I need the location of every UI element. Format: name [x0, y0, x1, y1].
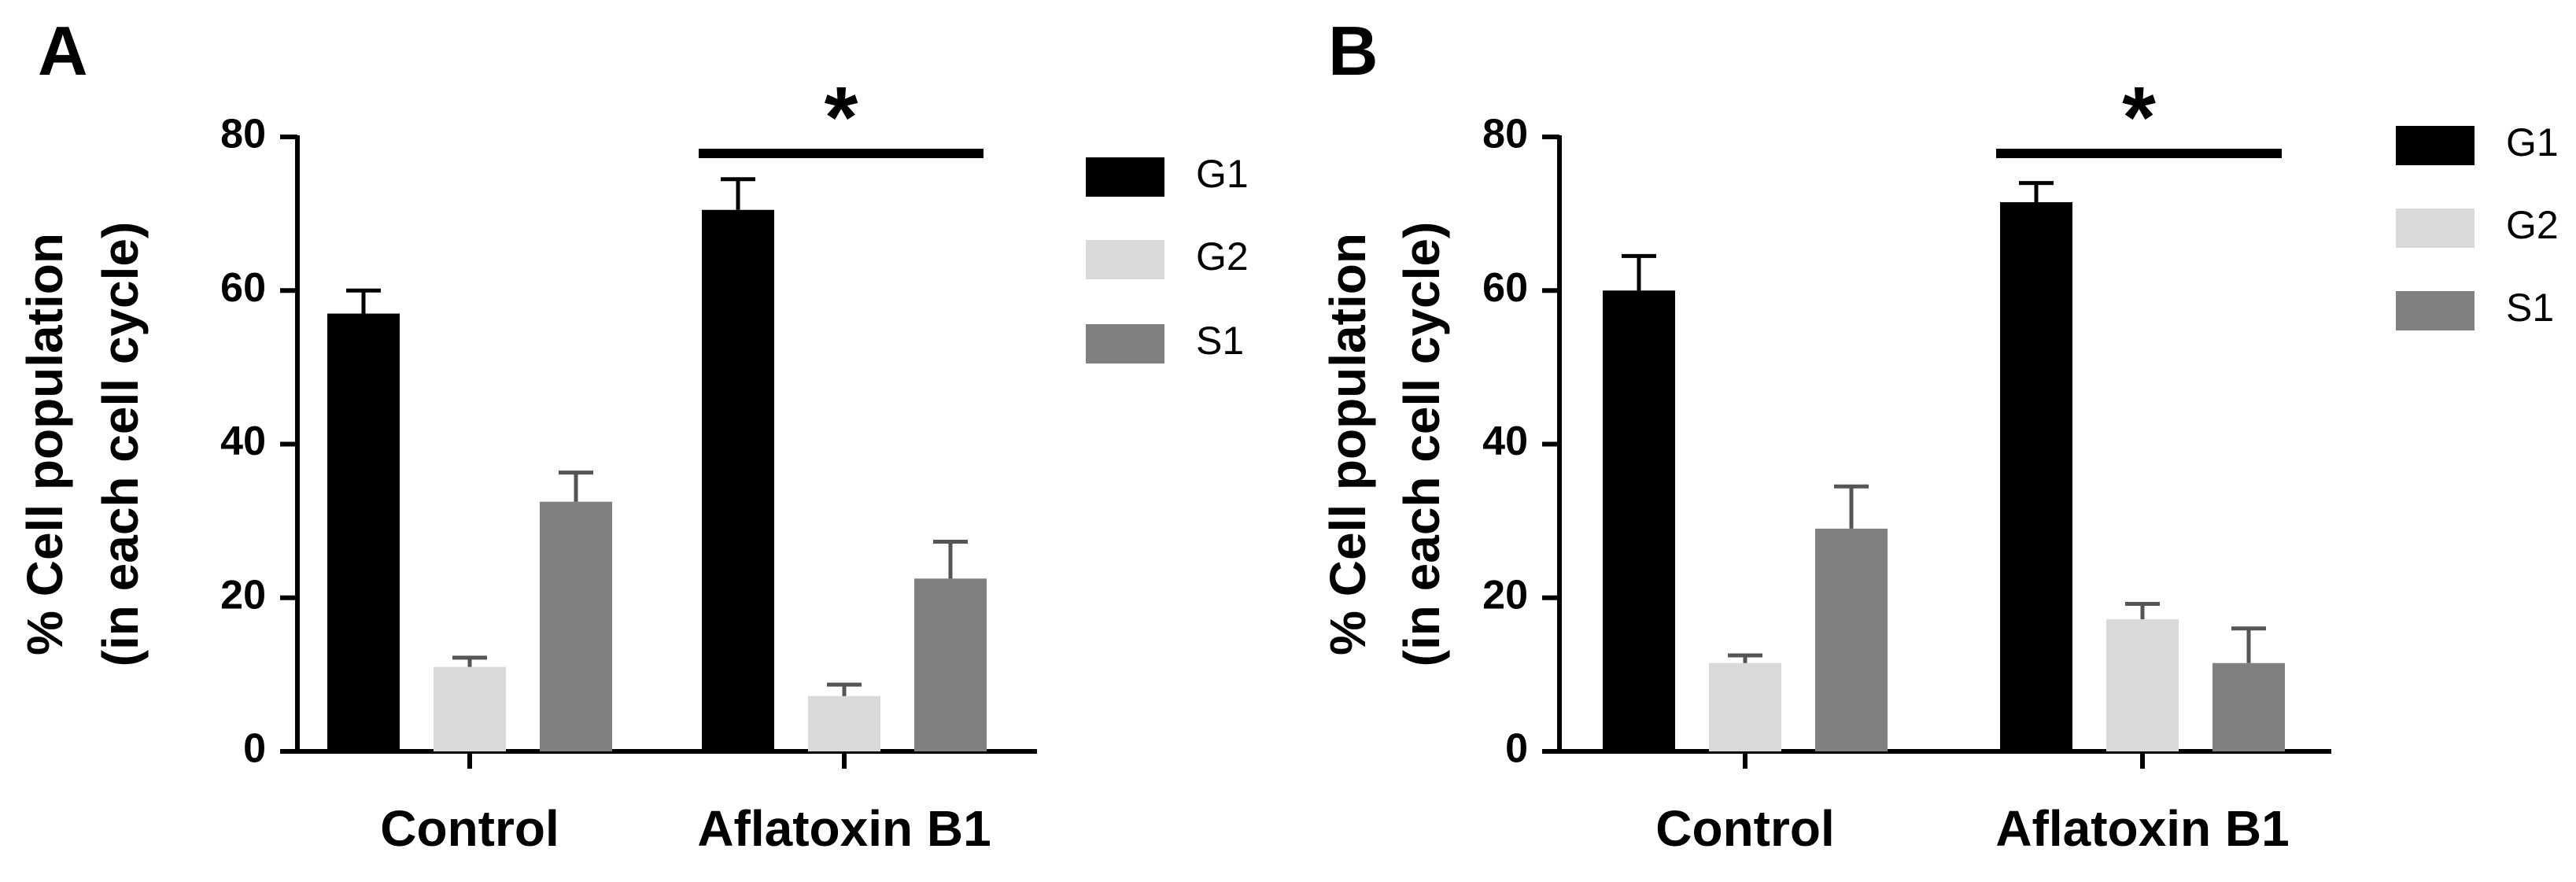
- legend-label-g1: G1: [2506, 120, 2559, 164]
- bar-g1-0: [327, 313, 400, 752]
- significance-star: *: [2122, 69, 2156, 166]
- bar-g1-1: [2000, 201, 2072, 751]
- legend-swatch-s1: [1086, 324, 1164, 364]
- legend-swatch-g1: [2396, 126, 2475, 165]
- y-axis-title-line2: (in each cell cycle): [92, 222, 149, 667]
- legend-swatch-g2: [1086, 240, 1164, 279]
- y-axis-title-line2: (in each cell cycle): [1393, 222, 1450, 667]
- bar-s1-1: [2212, 662, 2285, 751]
- legend-label-g1: G1: [1196, 152, 1249, 196]
- bar-g1-0: [1603, 290, 1675, 751]
- bar-g2-1: [808, 696, 880, 751]
- x-category-label: Aflatoxin B1: [1995, 800, 2289, 857]
- panel-letter: A: [38, 12, 88, 90]
- significance-star: *: [825, 69, 858, 166]
- y-tick-label: 60: [220, 265, 266, 311]
- bar-g2-0: [1709, 662, 1781, 751]
- bar-g1-1: [702, 209, 774, 751]
- x-category-label: Aflatoxin B1: [697, 800, 991, 857]
- bar-s1-1: [914, 578, 987, 751]
- legend-label-g2: G2: [2506, 203, 2559, 247]
- x-category-label: Control: [380, 800, 559, 857]
- y-tick-label: 20: [1482, 572, 1528, 618]
- legend-label-s1: S1: [1196, 319, 1244, 363]
- y-tick-label: 0: [243, 726, 266, 772]
- legend-swatch-g2: [2396, 209, 2475, 248]
- y-axis-title-line1: % Cell population: [17, 233, 73, 655]
- panel-letter: B: [1328, 12, 1378, 90]
- y-tick-label: 80: [220, 112, 266, 157]
- bar-g2-1: [2106, 619, 2179, 751]
- bar-s1-0: [540, 501, 612, 751]
- legend-label-g2: G2: [1196, 234, 1249, 279]
- bar-s1-0: [1815, 528, 1888, 751]
- chart-panel-A: A % Cell population (in each cell cycle) 0 2…: [17, 12, 1249, 857]
- y-tick-label: 40: [1482, 419, 1528, 464]
- legend-swatch-g1: [1086, 157, 1164, 197]
- y-tick-label: 40: [220, 419, 266, 464]
- legend-swatch-s1: [2396, 291, 2475, 330]
- x-category-label: Control: [1655, 800, 1835, 857]
- y-tick-label: 60: [1482, 265, 1528, 311]
- bar-g2-0: [434, 666, 506, 751]
- legend-label-s1: S1: [2506, 286, 2554, 330]
- y-tick-label: 80: [1482, 112, 1528, 157]
- y-tick-label: 0: [1505, 726, 1528, 772]
- y-tick-label: 20: [220, 572, 266, 618]
- chart-panel-B: B % Cell population (in each cell cycle) 0 2…: [1319, 12, 2559, 857]
- y-axis-title-line1: % Cell population: [1319, 233, 1376, 655]
